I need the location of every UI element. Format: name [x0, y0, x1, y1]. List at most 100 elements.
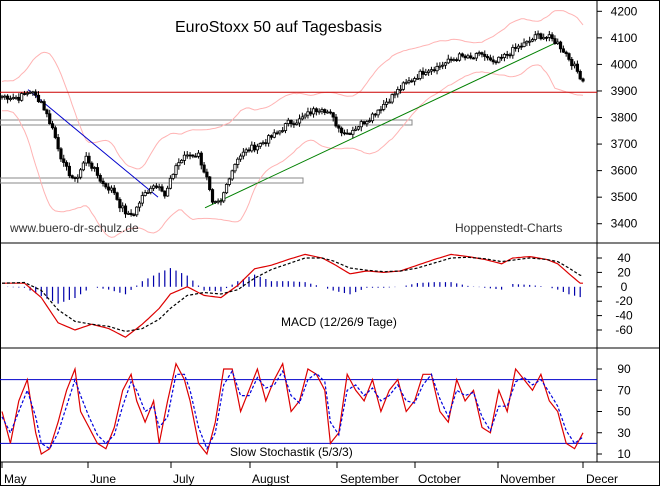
candle-body	[98, 174, 102, 182]
candle-body	[64, 162, 69, 167]
price-tick-label: 4200	[611, 4, 638, 18]
candle-body	[59, 148, 63, 160]
candle-body	[146, 192, 150, 194]
candle-body	[67, 165, 71, 177]
candle-body	[8, 98, 13, 100]
support-zone-lower	[0, 177, 304, 184]
up-trend-line	[204, 42, 556, 209]
candle-body	[382, 103, 386, 110]
candle-body	[292, 123, 296, 126]
candle-body	[118, 199, 122, 209]
candle-body	[432, 69, 436, 72]
candle-body	[404, 81, 408, 84]
candle-body	[73, 177, 77, 180]
candle-body	[261, 142, 265, 145]
macd-panel	[1, 253, 583, 338]
candle-body	[421, 70, 425, 75]
candle-body	[185, 154, 189, 157]
candle-body	[123, 205, 128, 215]
candle-body	[556, 41, 560, 45]
candle-body	[213, 201, 217, 203]
candle-body	[174, 165, 178, 175]
macd-tick-label: -60	[615, 323, 633, 337]
candle-body	[429, 69, 434, 72]
candle-body	[424, 72, 428, 75]
month-label-june: June	[90, 472, 116, 486]
candle-body	[575, 63, 579, 72]
bollinger-upper-band	[1, 10, 584, 170]
candle-body	[567, 53, 571, 60]
candle-body	[500, 56, 504, 59]
candle-body	[539, 33, 543, 40]
candle-body	[314, 108, 318, 113]
candle-body	[514, 47, 518, 49]
stochastic-tick-label: 50	[617, 405, 631, 419]
candle-body	[250, 144, 254, 152]
candle-body	[337, 125, 341, 129]
candle-body	[446, 58, 450, 64]
candle-body	[550, 34, 554, 40]
candle-body	[289, 119, 293, 125]
candle-body	[320, 109, 324, 112]
price-tick-label: 4000	[611, 57, 638, 71]
candle-body	[0, 95, 4, 98]
price-tick-label: 3700	[611, 137, 638, 151]
candle-body	[25, 92, 29, 95]
candle-body	[536, 33, 540, 36]
price-tick-label: 3900	[611, 84, 638, 98]
stochastic-d-line	[1, 369, 584, 451]
candle-body	[126, 212, 130, 215]
candle-body	[283, 123, 288, 131]
candle-body	[511, 47, 515, 56]
candle-body	[31, 91, 35, 94]
price-tick-label: 4100	[611, 31, 638, 45]
candle-body	[452, 59, 456, 62]
candle-body	[95, 167, 100, 176]
candle-body	[497, 56, 501, 63]
bollinger-lower-band	[2, 64, 584, 238]
month-label-july: July	[173, 472, 194, 486]
down-trend-line	[27, 89, 159, 198]
candle-body	[387, 101, 391, 104]
candle-body	[407, 80, 411, 83]
candle-body	[171, 173, 175, 179]
candle-body	[224, 184, 229, 194]
candle-body	[39, 101, 43, 103]
candle-body	[17, 96, 21, 101]
candle-body	[376, 109, 380, 116]
candle-body	[230, 170, 234, 180]
candle-body	[572, 63, 577, 67]
candle-body	[474, 53, 478, 59]
candle-body	[491, 59, 495, 63]
candle-body	[390, 94, 394, 103]
candle-body	[317, 110, 321, 113]
candle-body	[362, 121, 366, 125]
candle-body	[93, 167, 97, 169]
candle-body	[396, 89, 400, 95]
candle-body	[384, 101, 389, 105]
candle-body	[354, 128, 358, 131]
candle-body	[477, 52, 481, 55]
candle-body	[194, 155, 198, 158]
macd-line	[2, 253, 583, 338]
price-tick-label: 3400	[611, 217, 638, 231]
support-zone-upper	[0, 119, 413, 126]
candle-body	[45, 109, 49, 115]
candle-body	[438, 65, 442, 68]
candle-body	[471, 57, 476, 60]
candle-body	[267, 135, 271, 144]
candle-body	[112, 187, 116, 194]
candle-body	[522, 42, 526, 47]
macd-tick-label: -40	[615, 309, 633, 323]
candle-body	[177, 162, 181, 167]
candle-body	[182, 154, 187, 161]
candle-body	[455, 59, 459, 62]
candle-body	[165, 187, 170, 197]
candle-body	[129, 212, 133, 216]
candle-body	[303, 114, 307, 118]
candle-body	[544, 36, 549, 39]
candle-body	[255, 145, 260, 151]
candle-body	[297, 118, 302, 124]
candle-body	[370, 113, 375, 122]
candle-body	[14, 96, 18, 99]
